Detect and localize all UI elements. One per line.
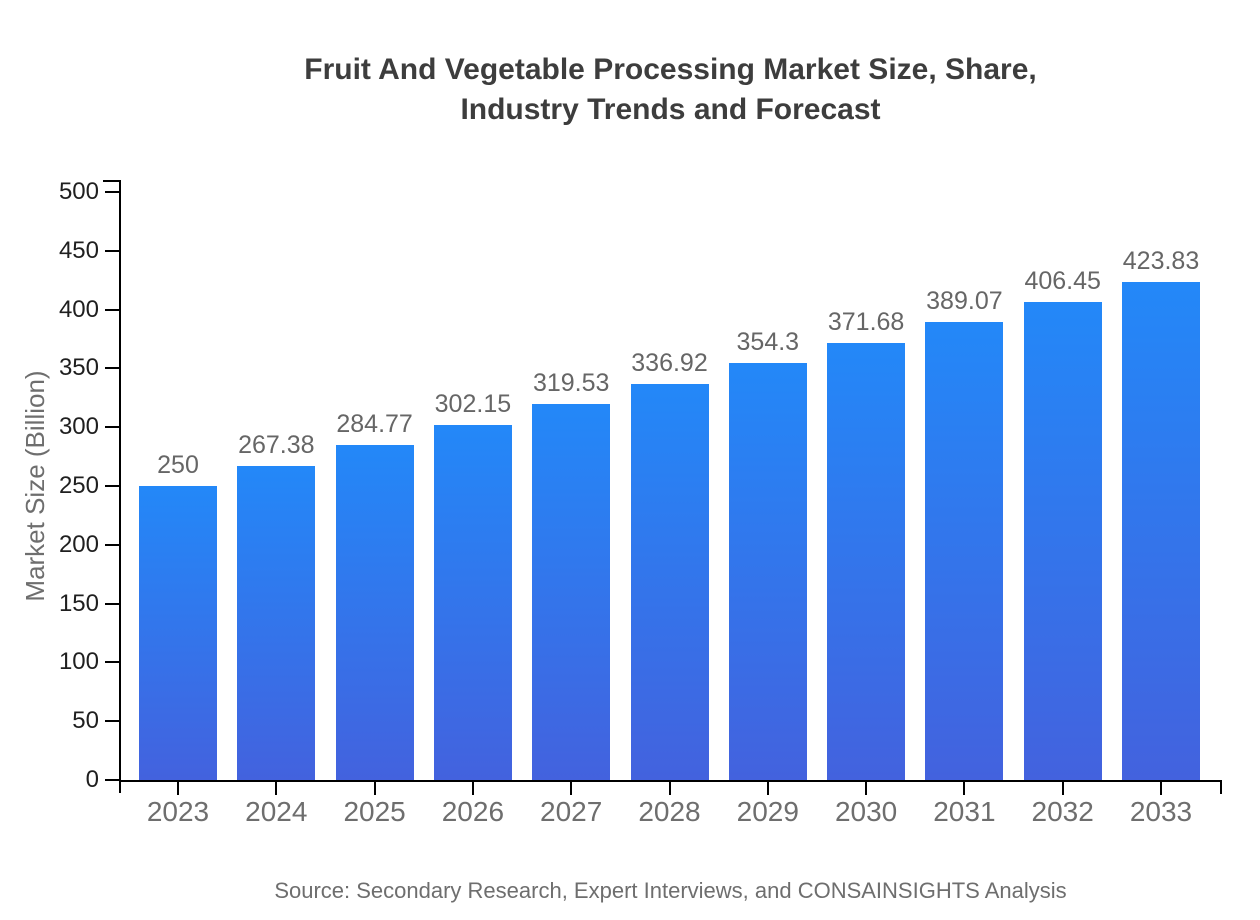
bar-value-label: 319.53 xyxy=(532,369,610,398)
bar xyxy=(1122,281,1200,780)
x-tick xyxy=(1160,782,1162,795)
x-tick xyxy=(1061,782,1064,795)
x-tick-label: 2024 xyxy=(245,796,308,827)
chart-title-line-1: Fruit And Vegetable Processing Market Si… xyxy=(304,53,1037,86)
bar-value-label: 354.3 xyxy=(736,328,800,357)
y-tick-label: 200 xyxy=(58,530,99,558)
source-caption: Source: Secondary Research, Expert Inter… xyxy=(274,878,1067,903)
bar-value-label: 389.07 xyxy=(926,287,1003,316)
bar xyxy=(433,424,512,780)
y-tick xyxy=(105,779,119,781)
bar-value-label: 284.77 xyxy=(336,410,413,439)
bar xyxy=(1023,302,1102,780)
x-tick-label: 2026 xyxy=(441,796,505,827)
bar xyxy=(237,465,316,780)
x-tick-label: 2025 xyxy=(343,796,406,827)
bar xyxy=(335,445,414,780)
y-tick-label: 100 xyxy=(58,648,99,676)
bar-value-label: 267.38 xyxy=(238,430,315,459)
y-tick xyxy=(105,602,119,605)
bar-value-label: 250 xyxy=(157,451,199,479)
x-tick xyxy=(177,782,179,795)
x-tick xyxy=(373,782,376,795)
y-tick-label: 150 xyxy=(58,589,99,617)
y-tick xyxy=(105,308,119,311)
bar-value-label: 302.15 xyxy=(434,389,512,418)
x-axis-end-tick xyxy=(1220,782,1222,794)
y-tick-label: 400 xyxy=(58,295,99,323)
bar xyxy=(827,342,906,780)
y-tick xyxy=(105,543,119,546)
chart-title: Fruit And Vegetable Processing Market Si… xyxy=(119,50,1222,130)
x-tick-label: 2031 xyxy=(933,796,996,827)
y-tick-label: 350 xyxy=(58,354,99,382)
y-tick xyxy=(105,661,119,664)
y-tick xyxy=(105,367,119,370)
bar xyxy=(139,486,217,780)
x-tick xyxy=(471,782,474,795)
y-tick-label: 0 xyxy=(85,766,99,793)
x-tick-label: 2023 xyxy=(146,796,210,827)
x-tick-label: 2032 xyxy=(1031,796,1094,827)
y-tick-label: 450 xyxy=(58,236,99,264)
y-axis-line xyxy=(119,180,121,793)
x-tick xyxy=(766,782,769,795)
bar xyxy=(532,404,611,780)
x-tick xyxy=(865,782,868,795)
x-tick-label: 2030 xyxy=(834,796,898,827)
bar xyxy=(728,363,807,780)
bar-value-label: 371.68 xyxy=(827,307,905,336)
y-tick xyxy=(105,249,119,252)
bar xyxy=(630,383,709,780)
x-tick-label: 2029 xyxy=(736,796,799,827)
y-tick-label: 250 xyxy=(58,472,99,499)
y-axis-top-cap xyxy=(103,180,119,182)
y-tick xyxy=(105,485,119,487)
x-tick xyxy=(570,782,573,795)
x-tick xyxy=(963,782,966,795)
bar-value-label: 423.83 xyxy=(1122,246,1200,275)
x-tick-label: 2028 xyxy=(638,796,701,827)
bar-value-label: 406.45 xyxy=(1024,267,1101,295)
y-tick-label: 300 xyxy=(58,413,99,441)
x-axis-line xyxy=(119,780,1222,782)
y-tick xyxy=(105,426,119,429)
y-tick-label: 500 xyxy=(58,178,99,205)
x-tick-label: 2033 xyxy=(1129,796,1193,827)
y-tick xyxy=(105,191,119,193)
y-tick xyxy=(105,720,119,723)
chart-title-line-2: Industry Trends and Forecast xyxy=(460,93,881,126)
x-tick xyxy=(668,782,671,795)
bar xyxy=(925,322,1004,780)
x-tick-label: 2027 xyxy=(540,796,603,827)
bar-value-label: 336.92 xyxy=(631,348,708,377)
x-tick xyxy=(275,782,278,795)
y-tick-label: 50 xyxy=(72,707,99,735)
